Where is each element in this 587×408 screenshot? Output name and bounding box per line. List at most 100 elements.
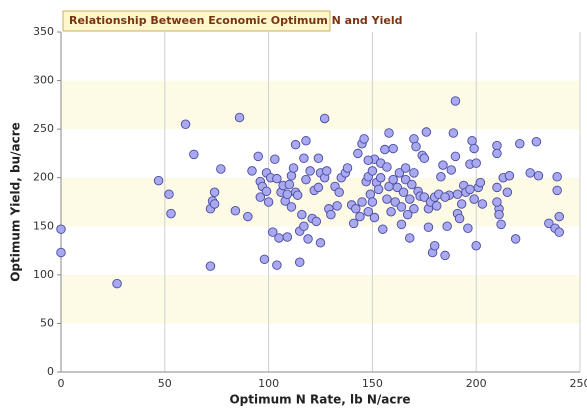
point xyxy=(554,211,564,222)
point xyxy=(299,221,309,232)
point xyxy=(234,112,245,123)
point xyxy=(292,190,303,200)
point xyxy=(388,143,398,154)
point xyxy=(552,171,562,182)
y-tick-label: 350 xyxy=(33,25,54,38)
point xyxy=(409,134,419,144)
point xyxy=(326,209,336,220)
point xyxy=(180,119,191,130)
point xyxy=(189,149,199,160)
x-tick-label: 250 xyxy=(570,377,587,390)
point xyxy=(467,136,477,146)
point xyxy=(382,162,392,172)
point xyxy=(294,257,305,267)
plot-band xyxy=(61,226,580,275)
point xyxy=(216,164,226,174)
point xyxy=(259,254,270,265)
point xyxy=(402,209,413,220)
point xyxy=(301,136,311,146)
point xyxy=(421,127,432,137)
point xyxy=(153,175,164,186)
point xyxy=(299,153,309,164)
point xyxy=(261,186,272,197)
point xyxy=(463,223,473,233)
point xyxy=(438,160,448,170)
point xyxy=(319,113,330,124)
point xyxy=(305,166,315,176)
point xyxy=(357,197,367,207)
point xyxy=(429,240,440,251)
point xyxy=(272,173,282,184)
point xyxy=(380,144,390,155)
point xyxy=(533,171,544,181)
point xyxy=(386,206,396,217)
point xyxy=(255,192,266,202)
point xyxy=(382,194,392,204)
point xyxy=(388,174,398,185)
y-axis-label: Optimum Yield, bu/acre xyxy=(9,122,23,282)
point xyxy=(419,192,430,202)
point xyxy=(284,179,295,190)
point xyxy=(112,278,122,289)
point xyxy=(355,211,365,222)
point xyxy=(392,182,403,193)
point xyxy=(471,158,481,168)
title-box xyxy=(62,10,331,32)
point xyxy=(448,128,459,138)
point xyxy=(365,189,376,199)
point xyxy=(270,154,280,165)
point xyxy=(471,240,481,251)
y-tick-label: 200 xyxy=(33,171,54,184)
point xyxy=(303,234,313,244)
point xyxy=(359,134,369,144)
point xyxy=(432,201,442,211)
point xyxy=(373,184,384,195)
point xyxy=(56,224,66,234)
point xyxy=(367,166,378,176)
point xyxy=(268,227,278,237)
point xyxy=(436,171,446,182)
x-tick-label: 0 xyxy=(58,377,65,390)
x-tick-label: 100 xyxy=(258,377,279,390)
point xyxy=(378,224,388,234)
y-tick-label: 100 xyxy=(33,268,54,281)
point xyxy=(477,199,488,209)
point xyxy=(205,261,216,271)
point xyxy=(492,197,502,207)
y-tick-label: 250 xyxy=(33,122,54,135)
point xyxy=(405,194,415,204)
point xyxy=(469,194,479,204)
point xyxy=(247,166,257,176)
x-tick-label: 50 xyxy=(158,377,172,390)
point xyxy=(531,137,542,147)
x-axis-label: Optimum N Rate, lb N/acre xyxy=(229,393,410,407)
point xyxy=(409,204,419,214)
point xyxy=(409,168,419,178)
point xyxy=(492,182,502,193)
point xyxy=(554,227,564,237)
point xyxy=(419,153,430,164)
point xyxy=(469,143,479,154)
point xyxy=(351,204,361,214)
point xyxy=(363,155,373,165)
point xyxy=(315,238,326,248)
point xyxy=(502,187,513,198)
point xyxy=(450,96,461,106)
plot-band xyxy=(61,274,580,324)
chart-title: Relationship Between Economic Optimum N … xyxy=(69,14,402,27)
point xyxy=(440,250,450,261)
y-tick-label: 0 xyxy=(47,365,54,378)
point xyxy=(400,163,411,173)
point xyxy=(442,221,452,232)
point xyxy=(515,138,525,149)
point xyxy=(363,206,373,217)
plot-band xyxy=(61,80,580,130)
plot-band xyxy=(61,323,580,372)
point xyxy=(450,151,461,162)
point xyxy=(446,165,457,175)
point xyxy=(286,202,297,212)
plot-band xyxy=(61,32,580,81)
point xyxy=(321,166,332,176)
point xyxy=(290,139,301,150)
